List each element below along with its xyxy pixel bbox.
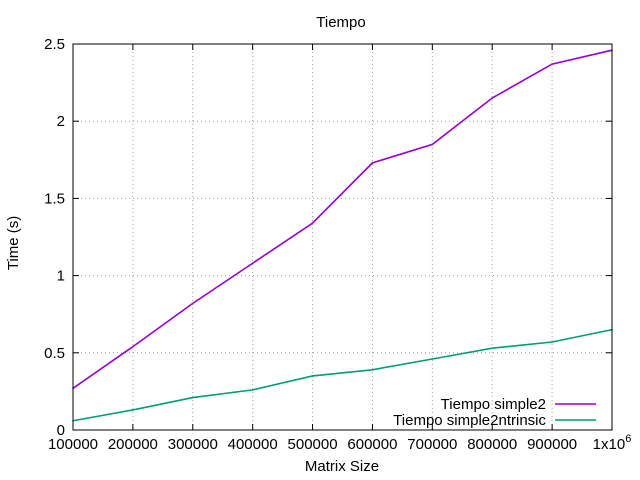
y-tick-label: 2.5 xyxy=(44,36,65,53)
data-point xyxy=(132,345,134,348)
series-layer xyxy=(72,49,613,422)
y-tick-label: 0 xyxy=(57,422,65,439)
series-line-1 xyxy=(72,49,613,389)
legend-label-1: Tiempo simple2 xyxy=(441,396,546,413)
data-point xyxy=(551,341,553,343)
plot-frame xyxy=(72,43,613,431)
series-line-2 xyxy=(72,328,613,422)
data-point xyxy=(371,162,374,164)
tick-labels: 100000 200000 300000 400000 500000 600000 7000… xyxy=(44,36,631,453)
data-point xyxy=(311,375,314,377)
data-point xyxy=(491,97,494,99)
data-point xyxy=(371,368,374,371)
y-axis-label: Time (s) xyxy=(5,216,22,270)
data-point xyxy=(551,63,553,65)
x-tick-label: 700000 xyxy=(407,436,457,453)
data-point xyxy=(191,302,194,305)
x-tick-label: 800000 xyxy=(467,436,517,453)
y-tick-label: 1 xyxy=(57,268,65,285)
y-tick-label: 1.5 xyxy=(44,190,65,207)
x-tick-label: 400000 xyxy=(228,436,278,453)
x-tick-label: 900000 xyxy=(527,436,577,453)
data-point xyxy=(251,262,254,265)
legend-label-2: Tiempo simple2ntrinsic xyxy=(393,412,546,429)
x-axis-label: Matrix Size xyxy=(305,458,379,475)
data-point xyxy=(491,347,494,349)
data-point xyxy=(191,396,194,399)
x-tick-label: 1x106 xyxy=(593,433,632,453)
x-tick-label: 100000 xyxy=(48,436,98,453)
axis-ticks xyxy=(72,43,613,431)
data-point xyxy=(311,222,314,224)
grid-lines xyxy=(73,44,612,430)
x-tick-label: 200000 xyxy=(108,436,158,453)
x-tick-label: 500000 xyxy=(288,436,338,453)
x-tick-label: 300000 xyxy=(168,436,218,453)
data-point xyxy=(132,409,134,411)
x-tick-label: 600000 xyxy=(347,436,397,453)
data-point xyxy=(251,389,254,391)
data-point xyxy=(431,143,434,146)
y-tick-label: 0.5 xyxy=(44,345,65,362)
y-tick-label: 2 xyxy=(57,113,65,130)
data-point xyxy=(431,358,434,360)
chart-title: Tiempo xyxy=(316,14,365,31)
x-tick-exponent: 6 xyxy=(625,433,631,445)
